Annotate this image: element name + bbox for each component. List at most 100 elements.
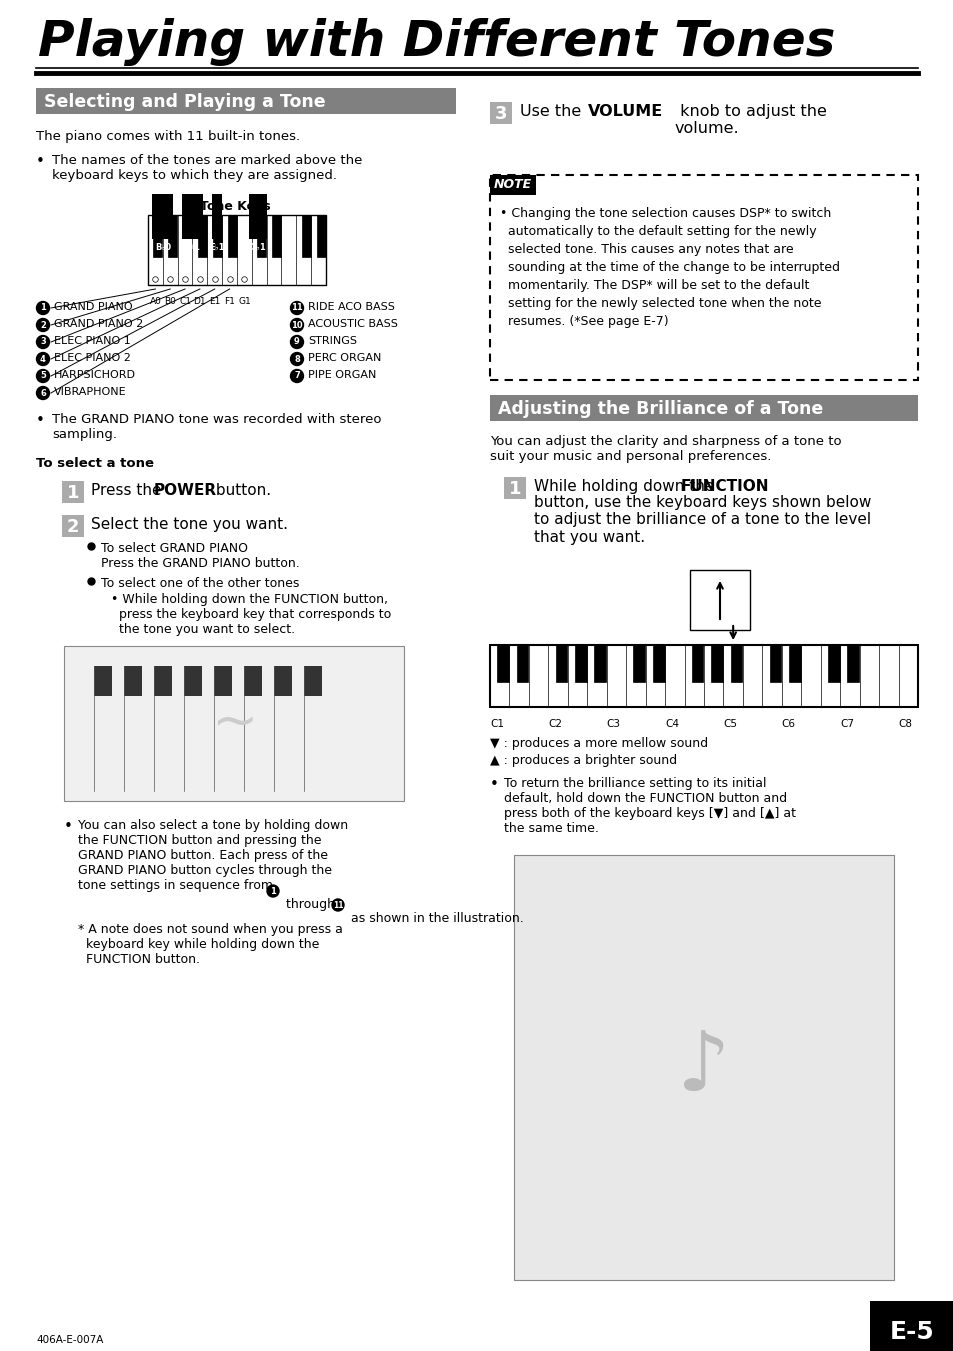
Text: 5: 5 bbox=[40, 372, 46, 381]
Text: C7: C7 bbox=[840, 719, 853, 730]
Bar bbox=[168, 215, 177, 257]
Text: NOTE: NOTE bbox=[494, 178, 532, 190]
Text: • Changing the tone selection causes DSP* to switch
  automatically to the defau: • Changing the tone selection causes DSP… bbox=[499, 207, 840, 328]
Bar bbox=[490, 176, 536, 195]
FancyBboxPatch shape bbox=[490, 176, 917, 380]
Bar bbox=[94, 666, 112, 696]
Text: ~: ~ bbox=[211, 696, 257, 750]
Bar bbox=[213, 215, 221, 257]
Text: E1: E1 bbox=[209, 297, 220, 305]
Text: You can adjust the clarity and sharpness of a tone to
suit your music and person: You can adjust the clarity and sharpness… bbox=[490, 435, 841, 463]
Text: button, use the keyboard keys shown below
to adjust the brilliance of a tone to : button, use the keyboard keys shown belo… bbox=[534, 494, 870, 544]
Text: •: • bbox=[64, 819, 72, 834]
Text: B0: B0 bbox=[164, 297, 176, 305]
Bar bbox=[304, 666, 322, 696]
Bar bbox=[184, 666, 202, 696]
Bar bbox=[274, 666, 292, 696]
Bar bbox=[153, 666, 172, 696]
Text: 11: 11 bbox=[333, 901, 343, 909]
Text: ▼ : produces a more mellow sound: ▼ : produces a more mellow sound bbox=[490, 738, 707, 750]
Text: 6: 6 bbox=[40, 389, 46, 397]
Circle shape bbox=[332, 898, 344, 911]
Bar bbox=[517, 644, 528, 682]
Circle shape bbox=[291, 301, 303, 315]
Text: While holding down the: While holding down the bbox=[534, 480, 719, 494]
Text: Tone Keys: Tone Keys bbox=[199, 200, 270, 213]
Circle shape bbox=[267, 885, 278, 897]
Text: button.: button. bbox=[211, 484, 271, 499]
Text: 3: 3 bbox=[40, 338, 46, 346]
FancyBboxPatch shape bbox=[490, 394, 917, 422]
Text: The names of the tones are marked above the
keyboard keys to which they are assi: The names of the tones are marked above … bbox=[52, 154, 362, 182]
Text: through: through bbox=[282, 898, 335, 911]
Text: You can also select a tone by holding down
the FUNCTION button and pressing the
: You can also select a tone by holding do… bbox=[78, 819, 348, 892]
Bar bbox=[228, 215, 236, 257]
Text: ELEC PIANO 1: ELEC PIANO 1 bbox=[54, 336, 131, 346]
Bar bbox=[213, 666, 232, 696]
Text: B♭0: B♭0 bbox=[154, 243, 171, 253]
Text: 9: 9 bbox=[294, 338, 299, 346]
Text: ACOUSTIC BASS: ACOUSTIC BASS bbox=[308, 319, 397, 330]
Bar bbox=[788, 644, 800, 682]
Text: * A note does not sound when you press a
  keyboard key while holding down the
 : * A note does not sound when you press a… bbox=[78, 923, 342, 966]
Bar bbox=[652, 644, 664, 682]
Text: VOLUME: VOLUME bbox=[587, 104, 662, 119]
Text: ♪: ♪ bbox=[677, 1027, 730, 1108]
Text: 1: 1 bbox=[508, 480, 520, 499]
Circle shape bbox=[36, 353, 50, 366]
Bar bbox=[575, 644, 586, 682]
Text: • While holding down the FUNCTION button,
  press the keyboard key that correspo: • While holding down the FUNCTION button… bbox=[111, 593, 391, 636]
Text: 1: 1 bbox=[67, 484, 79, 503]
Bar bbox=[730, 644, 741, 682]
Bar bbox=[514, 855, 893, 1279]
Bar bbox=[148, 215, 326, 285]
Text: 1: 1 bbox=[270, 886, 275, 896]
Text: Select the tone you want.: Select the tone you want. bbox=[91, 517, 288, 532]
Text: 1: 1 bbox=[40, 304, 46, 312]
Text: PERC ORGAN: PERC ORGAN bbox=[308, 353, 381, 363]
Text: GRAND PIANO: GRAND PIANO bbox=[54, 303, 132, 312]
Bar bbox=[124, 666, 142, 696]
Text: C6: C6 bbox=[781, 719, 795, 730]
Text: E-5: E-5 bbox=[889, 1320, 933, 1344]
Text: Playing with Different Tones: Playing with Different Tones bbox=[38, 18, 835, 66]
Text: VIBRAPHONE: VIBRAPHONE bbox=[54, 386, 127, 397]
Text: 2: 2 bbox=[67, 517, 79, 536]
Text: POWER: POWER bbox=[153, 484, 217, 499]
Bar bbox=[182, 195, 203, 239]
Bar bbox=[152, 195, 173, 239]
Text: C♯1: C♯1 bbox=[184, 243, 200, 253]
Text: C4: C4 bbox=[664, 719, 679, 730]
Text: ELEC PIANO 2: ELEC PIANO 2 bbox=[54, 353, 131, 363]
Text: C1: C1 bbox=[179, 297, 191, 305]
Bar bbox=[153, 215, 162, 257]
Text: E♭1: E♭1 bbox=[209, 243, 225, 253]
Text: GRAND PIANO 2: GRAND PIANO 2 bbox=[54, 319, 143, 330]
Text: A0: A0 bbox=[150, 297, 161, 305]
Circle shape bbox=[291, 370, 303, 382]
Bar bbox=[64, 646, 403, 801]
Text: C8: C8 bbox=[898, 719, 912, 730]
Bar bbox=[691, 644, 702, 682]
Text: Use the: Use the bbox=[519, 104, 586, 119]
Text: C1: C1 bbox=[490, 719, 503, 730]
Bar bbox=[594, 644, 605, 682]
Bar bbox=[869, 1301, 953, 1351]
Text: •: • bbox=[490, 777, 498, 792]
Text: 11: 11 bbox=[291, 304, 302, 312]
Bar bbox=[689, 570, 749, 630]
Circle shape bbox=[291, 353, 303, 366]
Text: C3: C3 bbox=[606, 719, 620, 730]
Bar bbox=[827, 644, 839, 682]
Bar bbox=[490, 644, 917, 707]
Text: 406A-E-007A: 406A-E-007A bbox=[36, 1335, 103, 1346]
Circle shape bbox=[36, 335, 50, 349]
Circle shape bbox=[36, 319, 50, 331]
Circle shape bbox=[36, 301, 50, 315]
Text: G1: G1 bbox=[238, 297, 251, 305]
Text: knob to adjust the
volume.: knob to adjust the volume. bbox=[675, 104, 826, 136]
FancyBboxPatch shape bbox=[62, 515, 84, 536]
Text: 3: 3 bbox=[495, 105, 507, 123]
Text: C5: C5 bbox=[722, 719, 737, 730]
Bar bbox=[244, 666, 262, 696]
